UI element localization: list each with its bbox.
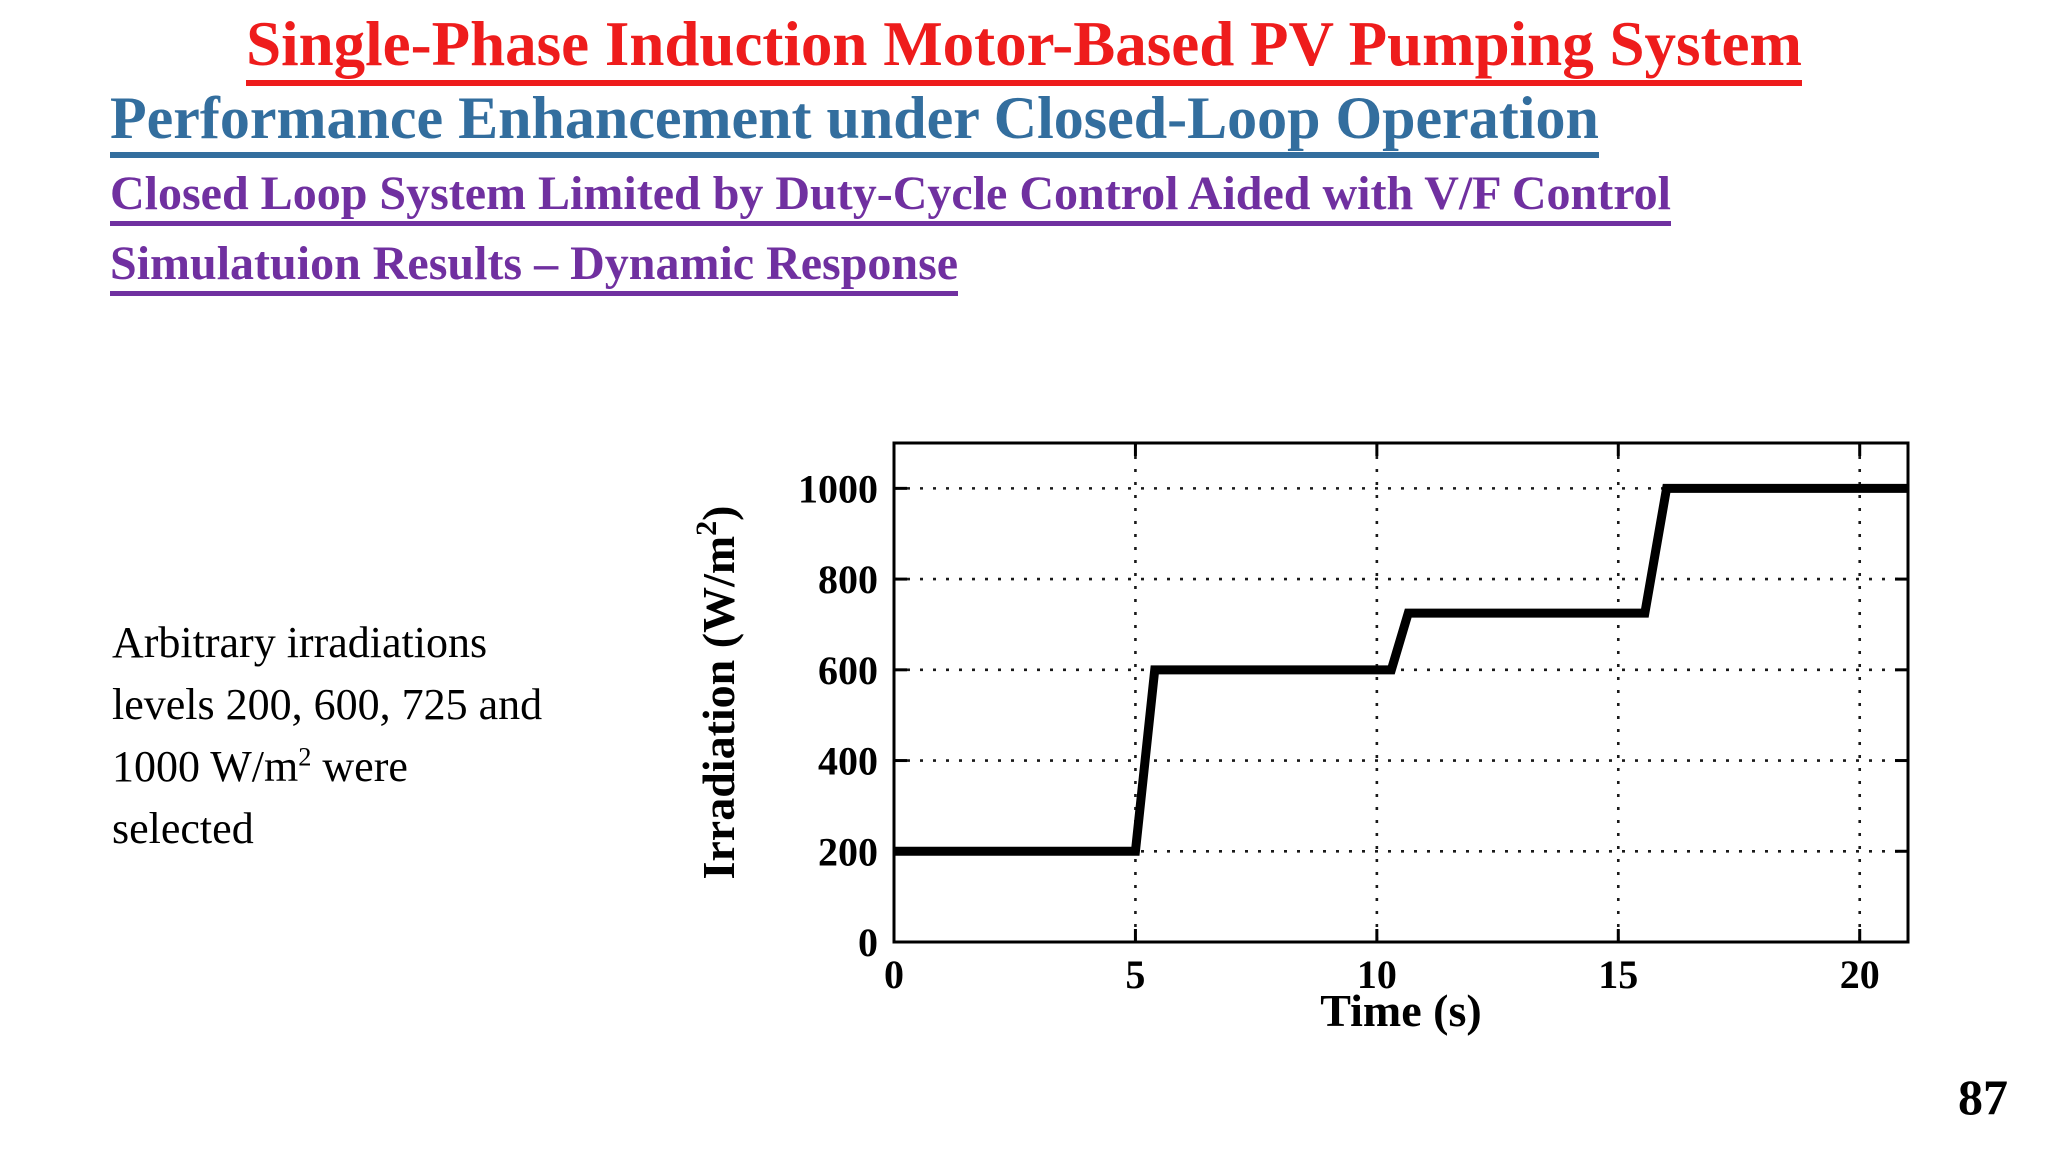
section-heading: Closed Loop System Limited by Duty-Cycle…: [110, 167, 1671, 226]
y-tick-label: 200: [818, 829, 878, 874]
x-tick-label: 0: [884, 952, 904, 997]
subtitle-row: Performance Enhancement under Closed-Loo…: [110, 84, 1599, 158]
body-line-1: Arbitrary irradiations: [112, 618, 488, 667]
sub-heading: Simulatuion Results – Dynamic Response: [110, 237, 959, 296]
x-axis-label: Time (s): [1320, 985, 1481, 1036]
page-number: 87: [1958, 1069, 2008, 1125]
y-tick-label: 0: [858, 920, 878, 965]
x-tick-label: 20: [1840, 952, 1880, 997]
axes-box: [892, 441, 1910, 944]
y-tick-label: 1000: [798, 466, 878, 511]
body-line-3: 1000 W/m2 were: [112, 742, 408, 791]
x-tick-label: 10: [1357, 952, 1397, 997]
body-line-2: levels 200, 600, 725 and: [112, 680, 543, 729]
section-heading-row: Closed Loop System Limited by Duty-Cycle…: [110, 166, 1671, 226]
x-tick-label: 15: [1598, 952, 1638, 997]
body-line-3-post: were: [311, 742, 408, 791]
sub-heading-row: Simulatuion Results – Dynamic Response: [110, 236, 959, 296]
body-line-3-pre: 1000 W/m: [112, 742, 299, 791]
y-axis-label: Irradiation (W/m2): [690, 505, 744, 879]
body-line-3-superscript: 2: [298, 741, 312, 772]
slide-subtitle: Performance Enhancement under Closed-Loo…: [110, 85, 1599, 158]
y-tick-label: 800: [818, 557, 878, 602]
body-line-4: selected: [112, 804, 254, 853]
title-row: Single-Phase Induction Motor-Based PV Pu…: [0, 8, 2048, 86]
body-text: Arbitrary irradiations levels 200, 600, …: [112, 612, 542, 860]
y-tick-label: 600: [818, 648, 878, 693]
irradiation-data-line: [894, 483, 1908, 856]
slide-title: Single-Phase Induction Motor-Based PV Pu…: [246, 9, 1802, 86]
y-tick-label: 400: [818, 739, 878, 784]
x-tick-label: 5: [1125, 952, 1145, 997]
